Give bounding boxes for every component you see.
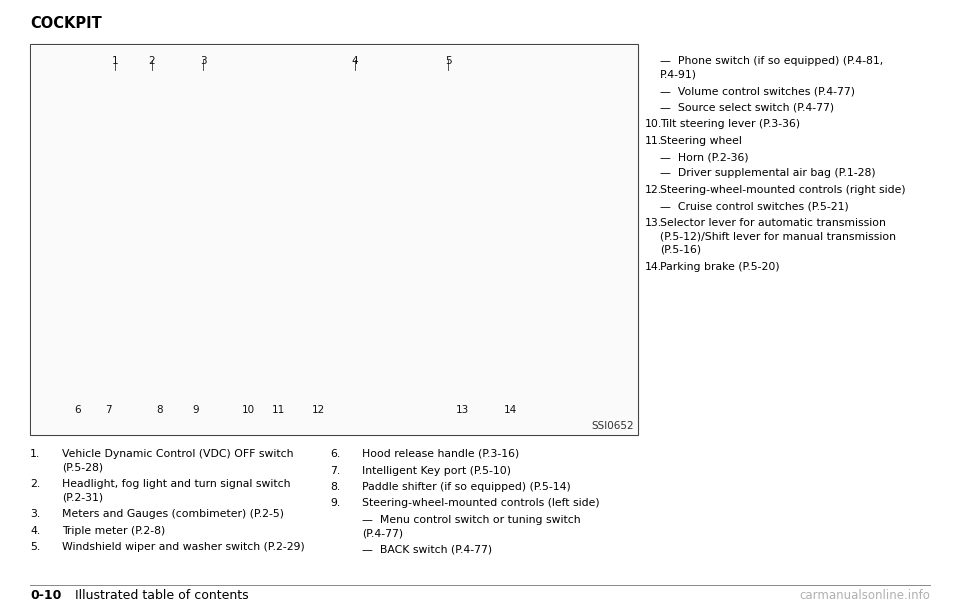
- Text: Windshield wiper and washer switch (P.2-29): Windshield wiper and washer switch (P.2-…: [62, 542, 304, 552]
- Bar: [31, 45, 637, 434]
- Text: Paddle shifter (if so equipped) (P.5-14): Paddle shifter (if so equipped) (P.5-14): [362, 482, 571, 492]
- Text: (P.5-16): (P.5-16): [660, 245, 701, 255]
- Text: 6.: 6.: [330, 449, 340, 459]
- Text: Steering-wheel-mounted controls (left side): Steering-wheel-mounted controls (left si…: [362, 498, 600, 509]
- Text: —  Cruise control switches (P.5-21): — Cruise control switches (P.5-21): [660, 202, 849, 211]
- Text: —  Horn (P.2-36): — Horn (P.2-36): [660, 152, 749, 162]
- Text: —  BACK switch (P.4-77): — BACK switch (P.4-77): [362, 545, 492, 555]
- Text: 3.: 3.: [30, 509, 40, 519]
- Text: 14: 14: [503, 405, 516, 415]
- Text: (P.5-12)/Shift lever for manual transmission: (P.5-12)/Shift lever for manual transmis…: [660, 231, 896, 242]
- Text: Hood release handle (P.3-16): Hood release handle (P.3-16): [362, 449, 519, 459]
- Text: 0-10: 0-10: [30, 589, 61, 602]
- Text: 4: 4: [351, 56, 358, 66]
- Text: (P.2-31): (P.2-31): [62, 492, 103, 503]
- Text: Vehicle Dynamic Control (VDC) OFF switch: Vehicle Dynamic Control (VDC) OFF switch: [62, 449, 294, 459]
- Text: Triple meter (P.2-8): Triple meter (P.2-8): [62, 526, 165, 535]
- Text: (P.4-77): (P.4-77): [362, 529, 403, 538]
- Text: 11.: 11.: [645, 135, 662, 146]
- Text: —  Phone switch (if so equipped) (P.4-81,: — Phone switch (if so equipped) (P.4-81,: [660, 56, 883, 66]
- Text: Selector lever for automatic transmission: Selector lever for automatic transmissio…: [660, 218, 886, 228]
- Text: 8: 8: [156, 405, 163, 415]
- Text: (P.5-28): (P.5-28): [62, 463, 103, 472]
- Text: 10.: 10.: [645, 119, 662, 129]
- Text: —  Driver supplemental air bag (P.1-28): — Driver supplemental air bag (P.1-28): [660, 169, 876, 178]
- Text: COCKPIT: COCKPIT: [30, 16, 102, 31]
- Text: 10: 10: [241, 405, 254, 415]
- Text: 7: 7: [105, 405, 111, 415]
- Text: 12: 12: [311, 405, 324, 415]
- Text: 11: 11: [272, 405, 284, 415]
- Text: carmanualsonline.info: carmanualsonline.info: [799, 589, 930, 602]
- Text: 5: 5: [444, 56, 451, 66]
- Text: 13.: 13.: [645, 218, 662, 228]
- Text: 14.: 14.: [645, 262, 662, 271]
- Text: 2.: 2.: [30, 479, 40, 489]
- Text: Steering-wheel-mounted controls (right side): Steering-wheel-mounted controls (right s…: [660, 185, 905, 195]
- Text: 5.: 5.: [30, 542, 40, 552]
- Text: SSI0652: SSI0652: [591, 421, 634, 431]
- Text: 9: 9: [193, 405, 200, 415]
- Text: 6: 6: [75, 405, 82, 415]
- Text: Illustrated table of contents: Illustrated table of contents: [75, 589, 249, 602]
- Text: Parking brake (P.5-20): Parking brake (P.5-20): [660, 262, 780, 271]
- Text: 8.: 8.: [330, 482, 340, 492]
- Text: 12.: 12.: [645, 185, 662, 195]
- Text: Intelligent Key port (P.5-10): Intelligent Key port (P.5-10): [362, 466, 511, 475]
- Text: Tilt steering lever (P.3-36): Tilt steering lever (P.3-36): [660, 119, 800, 129]
- Text: Meters and Gauges (combimeter) (P.2-5): Meters and Gauges (combimeter) (P.2-5): [62, 509, 284, 519]
- Text: 9.: 9.: [330, 498, 340, 509]
- Text: 13: 13: [455, 405, 468, 415]
- Text: —  Volume control switches (P.4-77): — Volume control switches (P.4-77): [660, 86, 855, 96]
- Text: 1.: 1.: [30, 449, 40, 459]
- Text: 1: 1: [111, 56, 118, 66]
- Text: Headlight, fog light and turn signal switch: Headlight, fog light and turn signal swi…: [62, 479, 291, 489]
- Text: 2: 2: [149, 56, 156, 66]
- Text: —  Source select switch (P.4-77): — Source select switch (P.4-77): [660, 103, 834, 112]
- Text: P.4-91): P.4-91): [660, 69, 697, 80]
- Bar: [30, 44, 638, 435]
- Text: 3: 3: [200, 56, 206, 66]
- Text: —  Menu control switch or tuning switch: — Menu control switch or tuning switch: [362, 515, 581, 525]
- Text: Steering wheel: Steering wheel: [660, 135, 742, 146]
- Text: 7.: 7.: [330, 466, 340, 475]
- Text: 4.: 4.: [30, 526, 40, 535]
